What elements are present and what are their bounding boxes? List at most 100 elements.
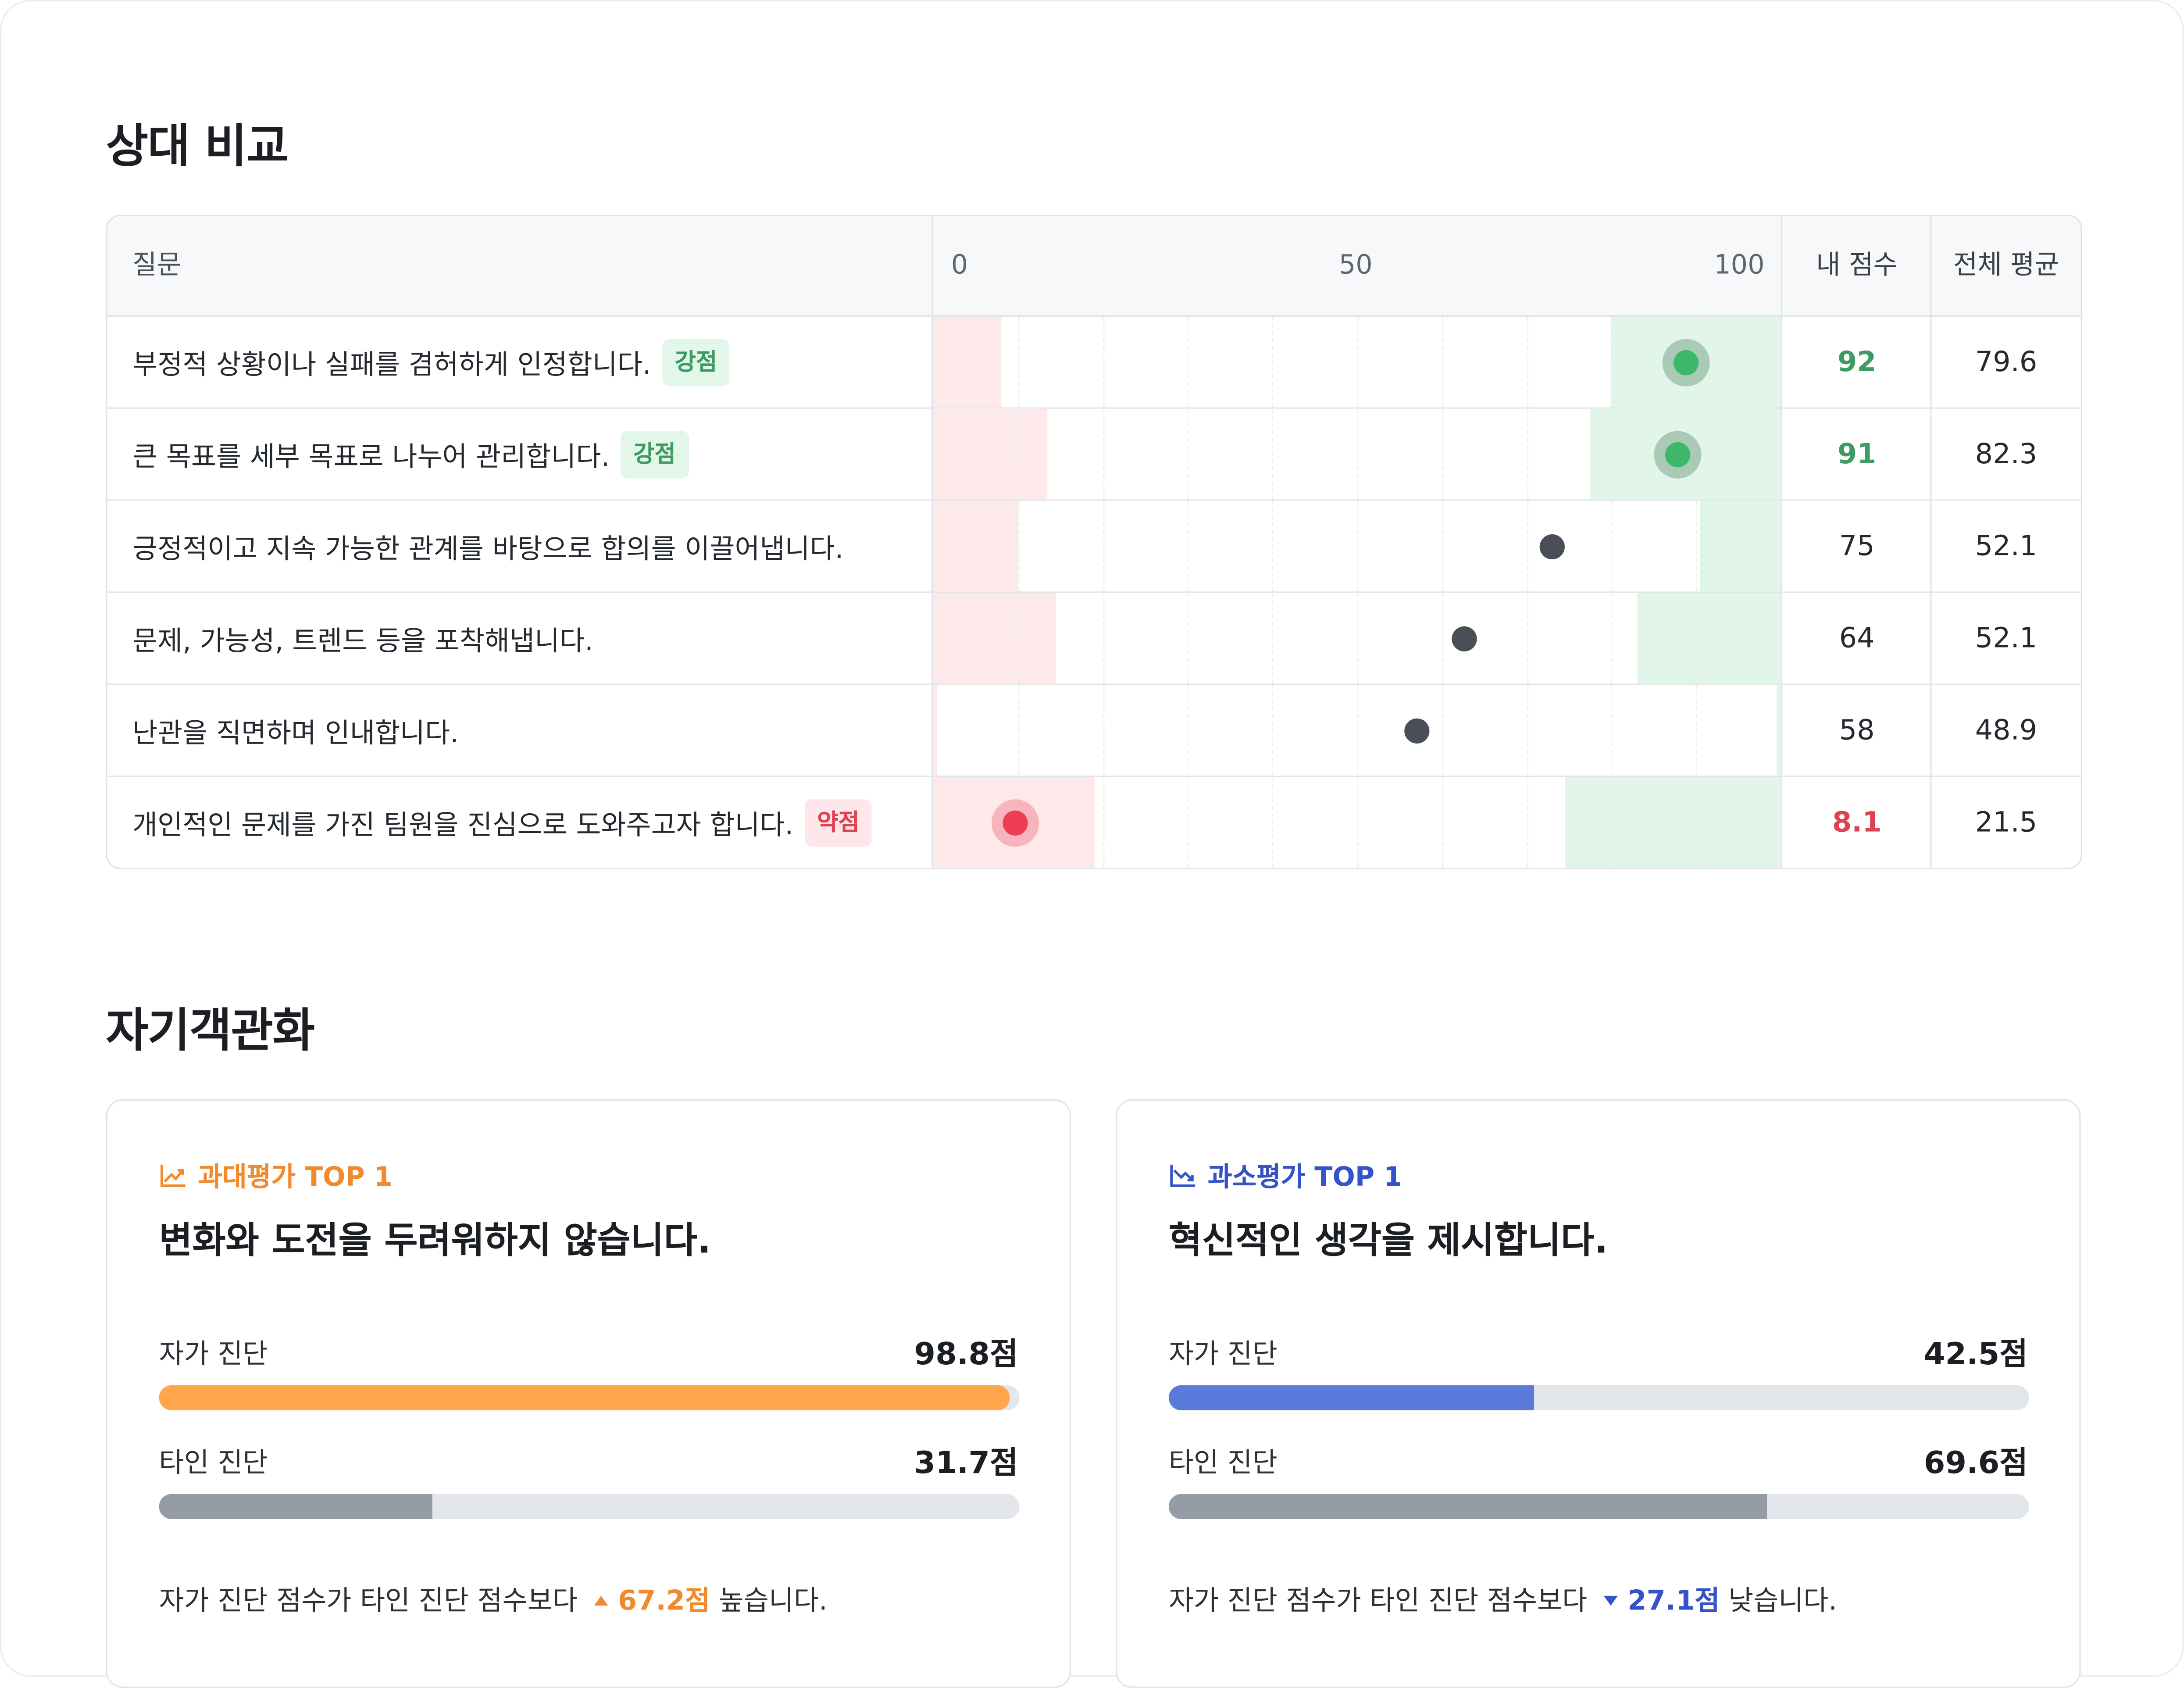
average-score: 21.5 <box>1975 805 2038 839</box>
underestimate-summary: 자가 진단 점수가 타인 진단 점수보다 27.1점 낮습니다. <box>1169 1578 1837 1618</box>
score-bar <box>933 408 1781 500</box>
axis-tick-50: 50 <box>1338 250 1373 281</box>
question-cell: 개인적인 문제를 가진 팀원을 진심으로 도와주고자 합니다. 약점 <box>132 777 872 868</box>
table-row: 큰 목표를 세부 목표로 나누어 관리합니다. 강점 91 82.3 <box>107 408 2081 501</box>
grid-line <box>1611 501 1613 592</box>
peer-assessment-fill <box>159 1494 432 1520</box>
triangle-down-icon <box>1604 1595 1618 1606</box>
grid-line <box>1442 685 1443 776</box>
column-divider <box>1930 216 1932 868</box>
grid-line <box>1357 501 1359 592</box>
grid-line <box>1187 408 1189 500</box>
column-divider <box>931 216 933 868</box>
summary-suffix: 높습니다. <box>718 1584 828 1617</box>
grid-line <box>1526 685 1528 776</box>
trend-up-icon <box>161 1164 186 1187</box>
grid-line <box>1017 316 1019 408</box>
grid-line <box>1103 777 1104 868</box>
grid-line <box>1017 501 1019 592</box>
grid-line <box>1357 593 1359 684</box>
summary-prefix: 자가 진단 점수가 타인 진단 점수보다 <box>159 1584 578 1617</box>
strength-badge: 강점 <box>662 338 730 386</box>
grid-line <box>1611 408 1613 500</box>
low-zone <box>933 501 1018 592</box>
grid-line <box>1611 685 1613 776</box>
section-title-relative: 상대 비교 <box>106 118 289 173</box>
score-bar <box>933 593 1781 684</box>
self-assessment-value: 42.5점 <box>1923 1338 2028 1373</box>
summary-prefix: 자가 진단 점수가 타인 진단 점수보다 <box>1168 1584 1588 1617</box>
grid-line <box>1526 501 1528 592</box>
grid-line <box>1611 777 1613 868</box>
question-cell: 문제, 가능성, 트렌드 등을 포착해냅니다. <box>132 593 593 684</box>
table-header: 질문 0 50 100 내 점수 전체 평균 <box>107 216 2081 317</box>
high-zone <box>1637 593 1781 684</box>
grid-line <box>1272 501 1274 592</box>
my-score: 92 <box>1837 344 1877 378</box>
header-average: 전체 평균 <box>1953 250 2059 281</box>
section-title-objectivity: 자기객관화 <box>106 1003 315 1058</box>
grid-line <box>1357 408 1359 500</box>
question-cell: 부정적 상황이나 실패를 겸허하게 인정합니다. 강점 <box>132 317 730 408</box>
question-text: 부정적 상황이나 실패를 겸허하게 인정합니다. <box>132 349 651 381</box>
score-marker <box>1002 809 1028 835</box>
overestimate-tag-label: 과대평가 TOP 1 <box>198 1162 393 1193</box>
table-row: 문제, 가능성, 트렌드 등을 포착해냅니다. 64 52.1 <box>107 593 2081 685</box>
high-zone <box>1564 777 1781 868</box>
peer-assessment-fill <box>1168 1494 1768 1520</box>
average-score: 48.9 <box>1975 712 2038 747</box>
score-marker <box>1405 718 1430 743</box>
my-score: 8.1 <box>1832 805 1882 839</box>
grid-line <box>1611 316 1613 408</box>
self-assessment-label: 자가 진단 <box>159 1338 268 1370</box>
self-assessment-value: 98.8점 <box>914 1338 1018 1373</box>
weakness-badge: 약점 <box>804 798 872 846</box>
grid-line <box>1696 685 1698 776</box>
overestimate-question: 변화와 도전을 두려워하지 않습니다. <box>159 1220 711 1262</box>
grid-line <box>1696 777 1698 868</box>
score-marker <box>1665 441 1691 467</box>
grid-line <box>1187 777 1189 868</box>
grid-line <box>1272 777 1274 868</box>
column-divider <box>1781 216 1783 868</box>
my-score: 58 <box>1839 712 1875 747</box>
header-question: 질문 <box>132 250 182 281</box>
table-row: 긍정적이고 지속 가능한 관계를 바탕으로 합의를 이끌어냅니다. 75 52.1 <box>107 501 2081 593</box>
axis-tick-0: 0 <box>951 250 968 281</box>
high-zone <box>1700 501 1781 592</box>
question-text: 난관을 직면하며 인내합니다. <box>132 717 459 749</box>
grid-line <box>1526 408 1528 500</box>
score-marker <box>1452 626 1477 651</box>
grid-line <box>1272 408 1274 500</box>
score-marker <box>1539 533 1564 559</box>
question-text: 개인적인 문제를 가진 팀원을 진심으로 도와주고자 합니다. <box>132 809 794 841</box>
overestimate-summary: 자가 진단 점수가 타인 진단 점수보다 67.2점 높습니다. <box>159 1578 828 1618</box>
grid-line <box>1103 501 1104 592</box>
grid-line <box>1442 316 1443 408</box>
summary-delta: 27.1점 <box>1627 1584 1720 1617</box>
my-score: 64 <box>1839 621 1875 654</box>
peer-assessment-value: 31.7점 <box>914 1446 1018 1482</box>
score-bar <box>933 685 1781 776</box>
grid-line <box>1357 316 1359 408</box>
low-zone <box>933 316 1001 408</box>
question-text: 긍정적이고 지속 가능한 관계를 바탕으로 합의를 이끌어냅니다. <box>132 533 844 565</box>
grid-line <box>1017 408 1019 500</box>
grid-line <box>1357 685 1359 776</box>
grid-line <box>1526 777 1528 868</box>
header-my-score: 내 점수 <box>1816 250 1898 281</box>
grid-line <box>1017 593 1019 684</box>
summary-suffix: 낮습니다. <box>1728 1584 1838 1617</box>
grid-line <box>1442 777 1443 868</box>
self-assessment-fill <box>159 1385 1010 1410</box>
grid-line <box>1696 408 1698 500</box>
low-zone <box>933 685 938 776</box>
grid-line <box>1017 685 1019 776</box>
strength-badge: 강점 <box>621 430 689 478</box>
grid-line <box>1696 501 1698 592</box>
underestimate-tag: 과소평가 TOP 1 <box>1169 1156 1402 1194</box>
overestimate-card: 과대평가 TOP 1 변화와 도전을 두려워하지 않습니다. 자가 진단 98.… <box>106 1099 1071 1688</box>
self-assessment-bar <box>159 1385 1020 1410</box>
grid-line <box>1442 593 1443 684</box>
question-cell: 난관을 직면하며 인내합니다. <box>132 685 459 776</box>
